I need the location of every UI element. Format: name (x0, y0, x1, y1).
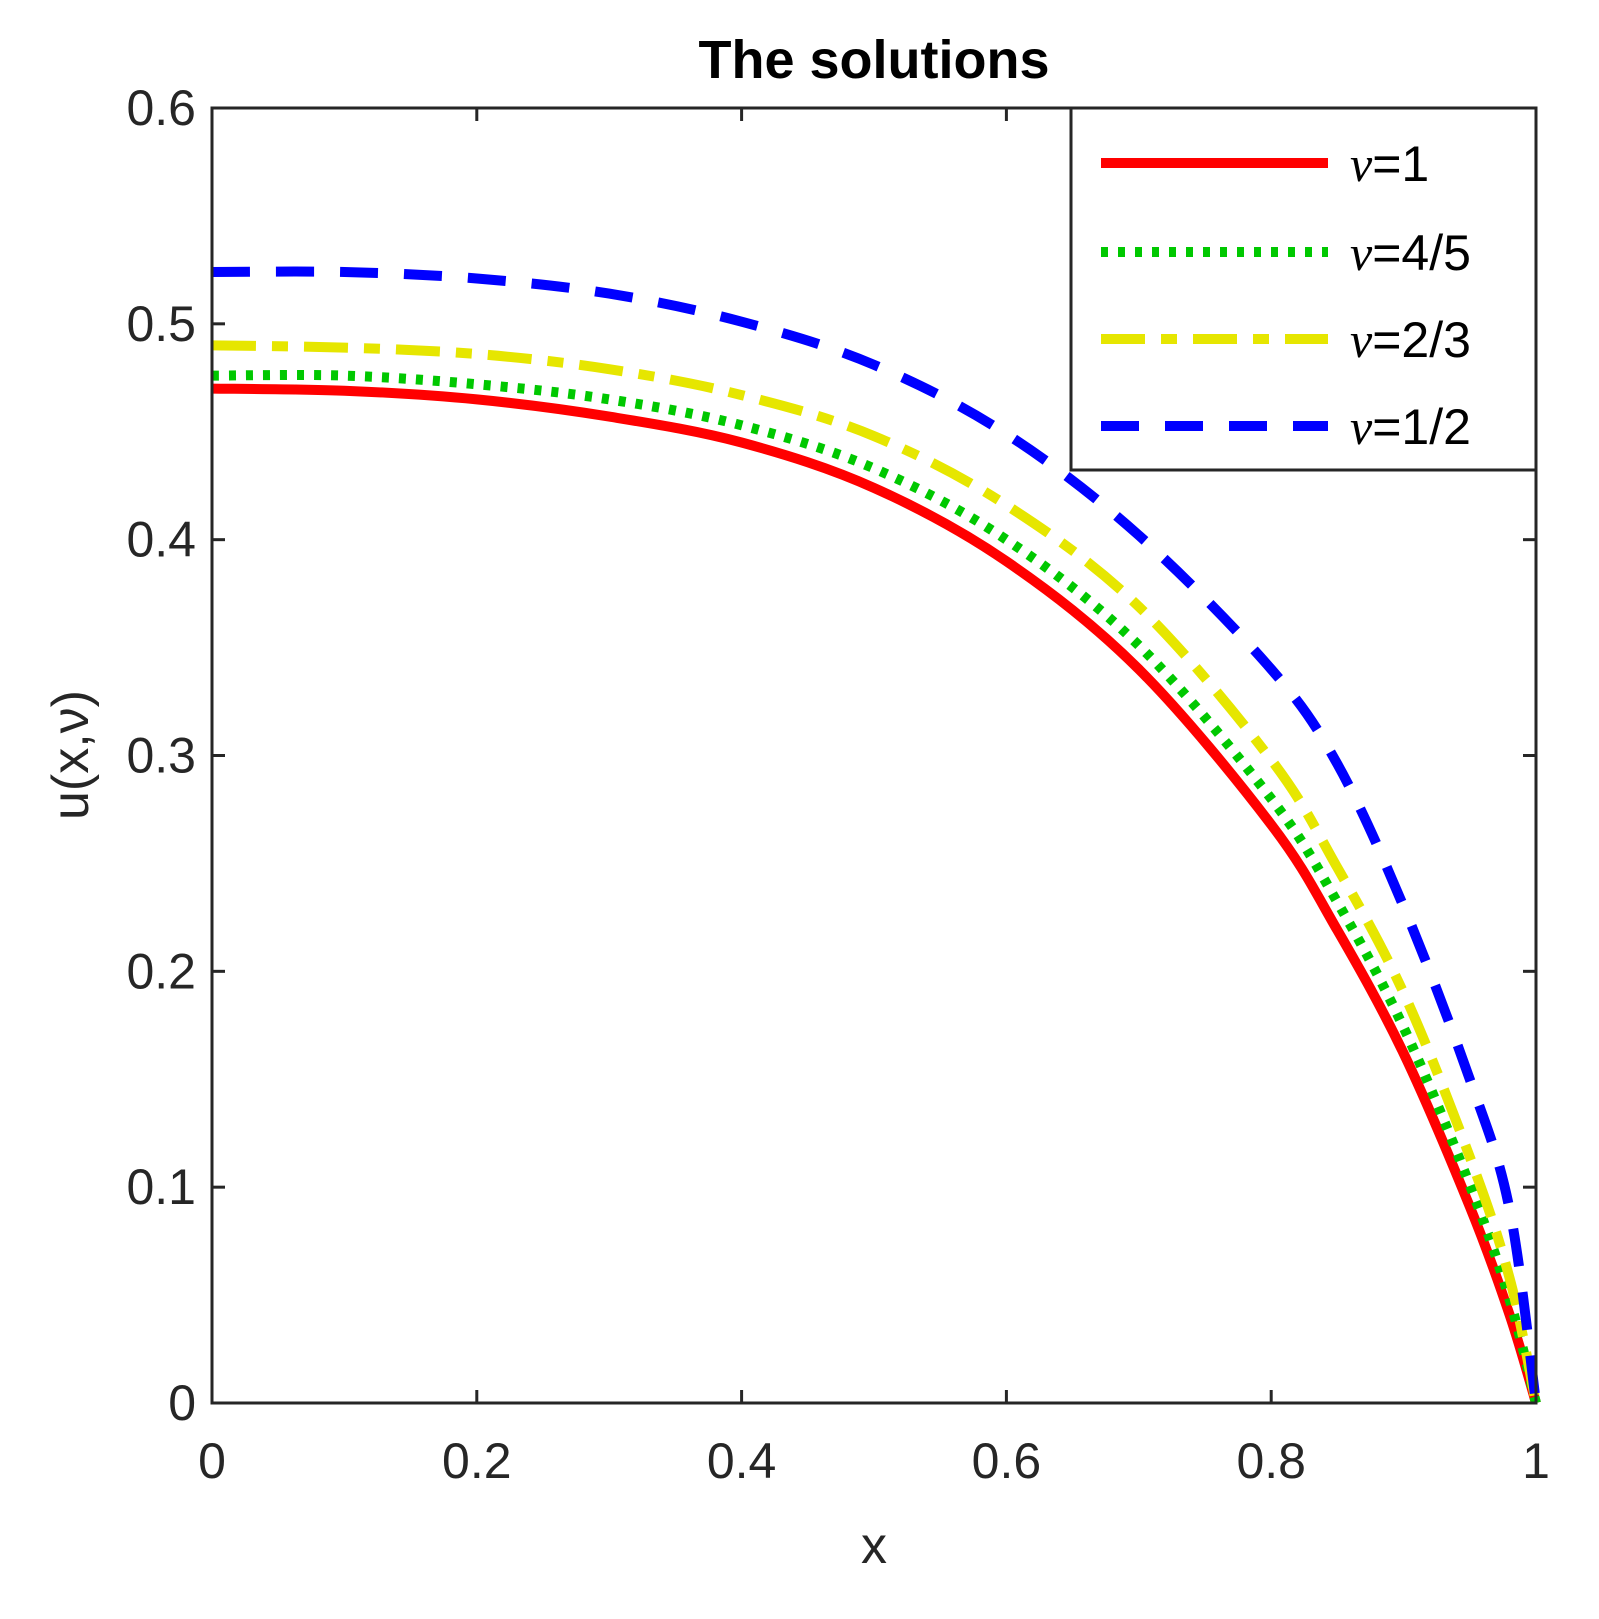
x-tick-label: 0.8 (1236, 1433, 1306, 1489)
series-line-3 (211, 340, 1541, 1405)
y-tick-label: 0 (168, 1375, 196, 1431)
y-tick-label: 0.5 (126, 296, 196, 352)
series-line-1 (211, 383, 1541, 1405)
x-axis-label: x (861, 1517, 887, 1575)
x-tick-label: 0.6 (972, 1433, 1042, 1489)
legend-box (1069, 106, 1538, 472)
legend-label-1: ν=1 (1350, 136, 1429, 192)
legend-label-4: ν=1/2 (1350, 399, 1471, 455)
x-tick-label: 1 (1522, 1433, 1550, 1489)
legend-label-3: ν=2/3 (1350, 312, 1471, 368)
series-group (211, 266, 1541, 1405)
y-tick-label: 0.2 (126, 943, 196, 999)
y-tick-label: 0.4 (126, 512, 196, 568)
y-tick-label: 0.1 (126, 1159, 196, 1215)
y-tick-label: 0.3 (126, 728, 196, 784)
x-tick-label: 0 (198, 1433, 226, 1489)
series-line-2 (211, 369, 1541, 1405)
x-tick-labels: 0 0.2 0.4 0.6 0.8 1 (198, 1433, 1550, 1489)
y-tick-labels: 0 0.1 0.2 0.3 0.4 0.5 0.6 (126, 80, 196, 1431)
series-line-4 (211, 266, 1541, 1404)
chart-title: The solutions (699, 30, 1050, 90)
legend-items: ν=1 ν=4/5 ν=2/3 ν=1/2 (1101, 136, 1471, 455)
x-tick-label: 0.2 (442, 1433, 512, 1489)
y-axis-label: u(x,ν) (42, 690, 100, 820)
x-tick-label: 0.4 (707, 1433, 777, 1489)
legend: ν=1 ν=4/5 ν=2/3 ν=1/2 (1069, 106, 1538, 472)
legend-label-2: ν=4/5 (1350, 225, 1471, 281)
y-tick-label: 0.6 (126, 80, 196, 136)
